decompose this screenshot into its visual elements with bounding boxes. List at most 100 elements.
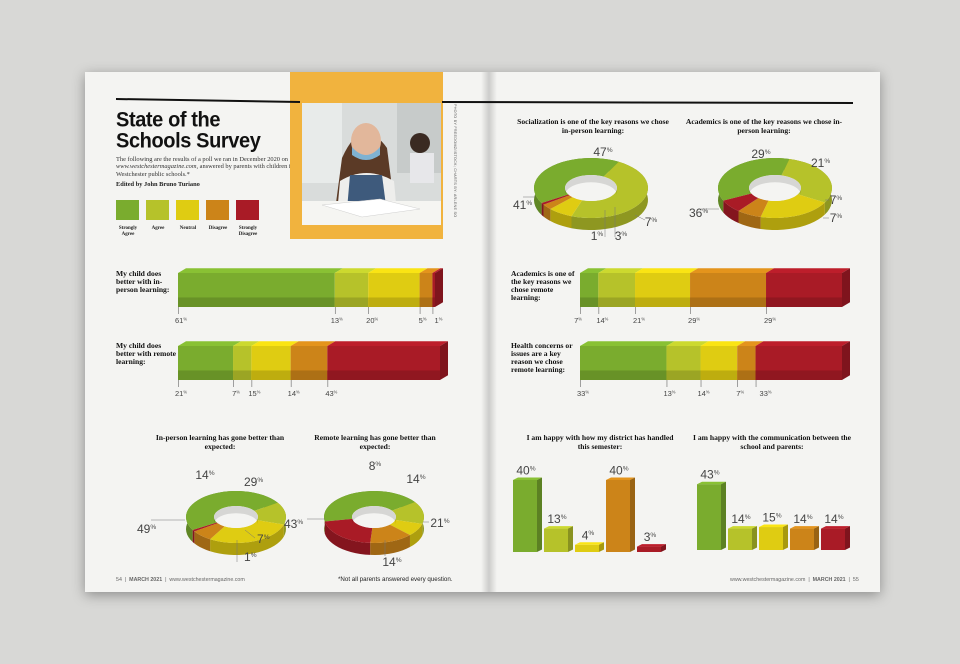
column-top	[637, 544, 666, 547]
bar-value-label: 1%	[435, 316, 443, 325]
column-top	[759, 524, 788, 528]
bar-segment-top	[690, 268, 775, 273]
bar-segment-shade	[737, 370, 756, 380]
legend-item: Neutral	[176, 200, 208, 232]
bar-segment-top	[755, 341, 850, 346]
donut-value-label: 21%	[430, 516, 449, 530]
donut-hole-wall	[749, 175, 801, 196]
donut-hole	[352, 506, 396, 528]
legend-item: Disagree	[206, 200, 238, 232]
donut-slice	[324, 491, 415, 522]
bar-segment-shade	[635, 297, 691, 307]
column-value-label: 3%	[644, 530, 657, 544]
donut-value-label: 14%	[195, 468, 214, 482]
legend-label: Strongly Agree	[118, 226, 138, 237]
donut3-title: Socialization is one of the key reasons …	[517, 117, 669, 135]
column-bar	[544, 528, 568, 552]
column-value-label: 15%	[762, 511, 781, 525]
bar-value-label: 21%	[633, 316, 645, 325]
bar-segment-shade	[327, 370, 440, 380]
bar-segment-shade	[368, 297, 420, 307]
bar-segment-shade	[666, 370, 701, 380]
donut-slice	[541, 194, 570, 205]
column-chart-1	[513, 477, 666, 552]
legend: Strongly Agree Agree Neutral Disagree Strongl…	[116, 200, 301, 245]
donut-value-label: 3%	[615, 229, 628, 243]
bar-segment-shade	[700, 370, 738, 380]
bar-segment-top	[432, 268, 443, 273]
column-chart-2	[697, 481, 850, 550]
bar-segment-shade	[766, 297, 842, 307]
donut-value-label: 43%	[284, 517, 303, 531]
donut-value-label: 7%	[645, 215, 658, 229]
bar-segment-shade	[334, 297, 369, 307]
donut-slice	[723, 193, 759, 212]
column-bar	[513, 480, 537, 552]
column-side	[630, 477, 635, 552]
header-rule	[115, 98, 854, 104]
column-top	[728, 526, 757, 529]
bar-segment-shade	[580, 370, 667, 380]
bar-value-label: 20%	[366, 316, 378, 325]
student-photo	[302, 103, 441, 225]
column-side	[721, 481, 726, 550]
bar-value-label: 7%	[736, 389, 744, 398]
column-side	[814, 526, 819, 550]
magazine-spread: State of the Schools Survey The followin…	[85, 72, 880, 592]
stacked-bar-1	[178, 268, 443, 314]
donut-hole-wall	[352, 506, 396, 525]
footnote: *Not all parents answered every question…	[338, 576, 453, 583]
bar-end-face	[435, 268, 443, 307]
legend-swatch	[116, 200, 139, 220]
legend-swatch	[146, 200, 169, 220]
spine-shadow	[481, 72, 497, 592]
bar-value-label: 14%	[288, 389, 300, 398]
donut-value-label: 7%	[257, 532, 270, 546]
bar-value-label: 7%	[232, 389, 240, 398]
column-bar	[575, 544, 599, 552]
bar-end-face	[440, 341, 448, 380]
bar-segment-top	[419, 268, 441, 273]
column-value-label: 14%	[793, 512, 812, 526]
donut-slice	[718, 158, 790, 201]
column-side	[568, 526, 573, 552]
donut-value-label: 7%	[830, 211, 843, 225]
donut-value-label: 36%	[689, 206, 708, 220]
donut-slice	[781, 158, 832, 203]
bar-segment-shade	[178, 297, 335, 307]
bar-value-label: 33%	[760, 389, 772, 398]
donut-hole	[214, 506, 258, 528]
column-top	[606, 477, 635, 480]
column-top	[513, 477, 542, 480]
bar-value-label: 33%	[577, 389, 589, 398]
column-bar	[637, 546, 661, 552]
column-value-label: 13%	[547, 512, 566, 526]
donut-hole-wall	[214, 506, 258, 525]
bar-segment-top	[635, 268, 699, 273]
donut-wall	[738, 211, 761, 230]
donut-value-label: 1%	[591, 229, 604, 243]
donut-value-label: 41%	[513, 198, 532, 212]
donut-hole-wall	[565, 175, 617, 196]
charts-layer: 61% 13% 20% 5% 1% 21% 7% 15% 14% 43% 7% 14% 21% 29% 29…	[137, 145, 850, 569]
legend-label: Disagree	[208, 226, 228, 231]
donut4-title: Academics is one of the key reasons we c…	[685, 117, 843, 135]
bar-segment-shade	[251, 370, 291, 380]
right-header-rule	[441, 101, 854, 104]
donut-slice	[738, 197, 769, 218]
bar-segment-shade	[290, 370, 328, 380]
donut-chart-1	[151, 491, 286, 562]
bar-segment-shade	[755, 370, 842, 380]
bar-segment-shade	[580, 297, 599, 307]
donut-wall	[370, 535, 410, 555]
bar-end-face	[842, 268, 850, 307]
bar-end-face	[842, 341, 850, 380]
columns1-title: I am happy with how my district has hand…	[526, 433, 674, 451]
bar-value-label: 13%	[331, 316, 343, 325]
bar-value-label: 13%	[663, 389, 675, 398]
bar-segment-top	[580, 268, 607, 273]
legend-swatch	[176, 200, 199, 220]
donut-value-label: 49%	[137, 522, 156, 536]
bar2-title: My child does better with remote learnin…	[116, 341, 177, 366]
donut-slice	[571, 161, 648, 218]
